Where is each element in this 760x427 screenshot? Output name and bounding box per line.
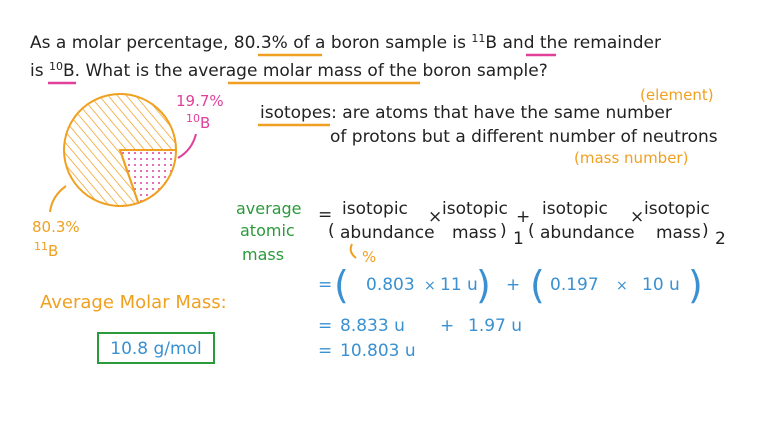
note: %	[362, 248, 376, 266]
formula-term: isotopic	[442, 199, 508, 219]
number: 8.833 u	[340, 316, 405, 336]
formula-term: isotopic	[644, 199, 710, 219]
highlight: 80.3%	[234, 33, 288, 53]
paren: )	[500, 221, 507, 241]
operator: ×	[616, 278, 628, 294]
number: 0.803	[366, 275, 415, 295]
mass-number: 10	[49, 60, 63, 73]
arrow	[177, 133, 197, 159]
subscript: 2	[715, 229, 726, 249]
number: 11 u	[440, 275, 478, 295]
equals: =	[318, 275, 332, 295]
paren: )	[688, 263, 703, 307]
number: 1.97 u	[468, 316, 522, 336]
equals: =	[318, 316, 332, 336]
operator: ×	[424, 278, 436, 294]
arrow	[49, 185, 67, 213]
formula-term: abundance	[340, 223, 435, 243]
formula-term: mass	[452, 223, 497, 243]
formula-term: isotopic	[542, 199, 608, 219]
formula-lhs: atomic	[240, 221, 295, 240]
text: is	[30, 61, 49, 81]
text: . What is the	[75, 61, 188, 81]
paren: )	[476, 263, 491, 307]
pie-label: 80.3%	[32, 218, 80, 236]
calculation: = ( 0.803 × 11 u ) + ( 0.197 × 10 u ) = …	[318, 263, 703, 361]
text: and the remainder	[497, 33, 661, 53]
highlight: average molar mass	[188, 61, 362, 81]
mass-number: 11	[471, 32, 485, 45]
formula-lhs: mass	[242, 245, 284, 264]
paren: (	[530, 263, 545, 307]
formula-term: abundance	[540, 223, 635, 243]
symbol: B	[63, 61, 75, 81]
answer-label: Average Molar Mass:	[40, 292, 227, 313]
subscript: 1	[513, 229, 524, 249]
question-line: is 10B. What is the average molar mass o…	[30, 60, 548, 82]
equals: =	[318, 341, 332, 361]
answer-box	[97, 332, 215, 364]
paren: (	[528, 221, 535, 241]
term: isotopes	[260, 103, 331, 123]
arrow	[349, 243, 357, 259]
symbol: B	[48, 242, 58, 260]
number: 0.197	[550, 275, 599, 295]
operator: ×	[428, 207, 442, 227]
operator: +	[506, 275, 520, 295]
mass-number: 10	[186, 112, 200, 125]
operator: +	[440, 316, 454, 336]
equals: =	[318, 205, 332, 225]
symbol: B	[485, 33, 497, 53]
formula-lhs: average	[236, 199, 302, 218]
operator: ×	[630, 207, 644, 227]
text: of a boron sample is	[288, 33, 472, 53]
pie-label: 19.7%	[176, 92, 224, 110]
paren: (	[328, 221, 335, 241]
paren: )	[702, 221, 709, 241]
formula-term: isotopic	[342, 199, 408, 219]
note: (element)	[640, 86, 714, 104]
isotope-label: 10B	[186, 112, 210, 133]
symbol: B	[200, 114, 210, 132]
formula-term: mass	[656, 223, 701, 243]
isotope-label: 11B	[34, 240, 58, 261]
question-line: As a molar percentage, 80.3% of a boron …	[30, 32, 661, 54]
answer-value: 10.8 g/mol	[110, 339, 201, 359]
number: 10.803 u	[340, 341, 416, 361]
pie-chart	[63, 93, 178, 207]
mass-number: 11	[34, 240, 48, 253]
note: (mass number)	[574, 149, 688, 167]
operator: +	[516, 207, 530, 227]
definition-line: of protons but a different number of neu…	[330, 127, 718, 147]
paren: (	[334, 263, 349, 307]
text: As a molar percentage,	[30, 33, 234, 53]
pie-slice	[63, 93, 178, 207]
number: 10 u	[642, 275, 680, 295]
definition-line: isotopes: are atoms that have the same n…	[260, 103, 672, 123]
text: : are atoms that have the same number	[331, 103, 672, 123]
text: of the boron sample?	[362, 61, 548, 81]
